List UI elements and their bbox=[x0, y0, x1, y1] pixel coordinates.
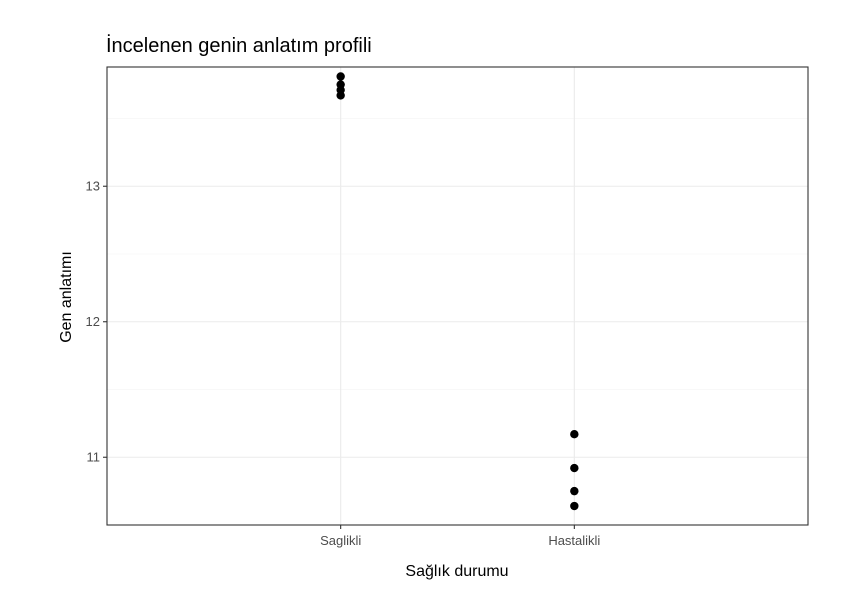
grid-lines bbox=[107, 67, 808, 526]
data-point bbox=[570, 501, 579, 511]
axis-ticks: 11 12 13 Saglikli Hastalikli bbox=[86, 179, 601, 548]
data-point bbox=[570, 486, 579, 496]
x-axis-title: Sağlık durumu bbox=[405, 563, 508, 580]
chart-title: İncelenen genin anlatım profili bbox=[106, 34, 372, 57]
y-tick-label: 12 bbox=[86, 314, 100, 329]
plot-panel-border bbox=[106, 66, 809, 526]
data-point bbox=[570, 430, 579, 439]
data-point bbox=[336, 72, 345, 81]
data-points bbox=[336, 72, 579, 511]
x-tick-label: Hastalikli bbox=[548, 533, 600, 548]
data-point bbox=[336, 91, 345, 100]
y-tick-label: 11 bbox=[87, 450, 101, 465]
y-tick-label: 13 bbox=[86, 179, 100, 194]
data-point bbox=[570, 463, 579, 473]
x-tick-label: Saglikli bbox=[320, 533, 361, 548]
y-axis-title: Gen anlatımı bbox=[58, 251, 75, 343]
